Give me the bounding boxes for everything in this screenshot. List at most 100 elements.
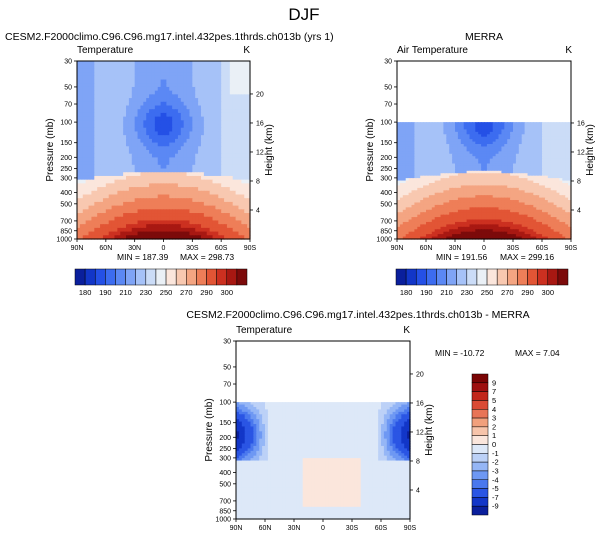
field-cell (559, 139, 563, 143)
field-cell (472, 185, 476, 189)
field-cell (440, 187, 444, 191)
field-cell (79, 68, 84, 73)
field-cell (114, 231, 118, 236)
field-cell (218, 209, 222, 214)
field-cell (247, 190, 251, 196)
field-cell (544, 144, 549, 148)
field-cell (146, 161, 150, 166)
field-cell (82, 64, 87, 70)
field-cell (539, 170, 543, 174)
field-cell (510, 195, 514, 199)
field-cell (163, 61, 167, 66)
field-cell (189, 220, 193, 225)
field-cell (556, 175, 560, 179)
field-cell (218, 142, 222, 147)
field-cell (218, 231, 222, 236)
field-cell (486, 178, 491, 182)
field-cell (218, 190, 222, 196)
field-cell (238, 72, 242, 77)
field-cell (186, 205, 191, 210)
field-cell (146, 94, 150, 99)
field-cell (221, 124, 225, 129)
field-cell (149, 198, 153, 203)
field-cell (186, 146, 191, 151)
field-cell (180, 98, 185, 103)
field-cell (79, 72, 84, 77)
field-cell (481, 195, 485, 199)
field-cell (212, 172, 216, 177)
field-cell (224, 64, 228, 70)
field-cell (232, 124, 237, 129)
field-cell (481, 124, 485, 128)
latitude-tick-label: 60N (99, 245, 112, 252)
field-cell (149, 94, 153, 99)
field-cell (492, 197, 497, 201)
field-cell (547, 136, 552, 140)
field-cell (553, 182, 558, 187)
field-cell (423, 173, 427, 177)
field-cell (428, 156, 433, 160)
field-cell (175, 164, 179, 170)
field-cell (85, 94, 90, 99)
field-cell (247, 224, 251, 229)
field-cell (105, 90, 110, 95)
field-cell (515, 144, 520, 148)
field-cell (180, 131, 185, 136)
field-cell (206, 194, 211, 199)
field-cell (235, 168, 240, 173)
field-cell (154, 127, 159, 133)
field-cell (446, 122, 450, 126)
field-cell (455, 156, 459, 160)
field-cell (134, 150, 139, 155)
field-cell (175, 64, 179, 70)
field-cell (189, 213, 193, 218)
field-cell (399, 170, 404, 174)
field-cell (515, 124, 520, 128)
field-cell (408, 190, 413, 194)
field-cell (128, 142, 133, 147)
field-cell (97, 157, 101, 162)
field-cell (472, 131, 476, 135)
field-cell (562, 136, 566, 140)
field-cell (151, 98, 156, 103)
field-cell (172, 175, 176, 181)
field-cell (149, 183, 153, 188)
field-cell (154, 98, 159, 103)
field-cell (507, 126, 511, 131)
field-cell (108, 175, 113, 181)
field-cell (405, 148, 410, 152)
field-cell (481, 126, 485, 131)
field-cell (455, 144, 459, 148)
field-cell (475, 200, 479, 204)
field-cell (215, 150, 219, 155)
field-cell (515, 165, 520, 169)
field-cell (472, 153, 476, 157)
field-cell (521, 151, 526, 155)
field-cell (397, 204, 401, 208)
field-cell (203, 157, 208, 162)
field-cell (215, 183, 219, 188)
field-cell (226, 194, 231, 199)
field-cell (434, 175, 439, 179)
field-cell (397, 134, 401, 138)
field-cell (501, 202, 505, 206)
field-cell (151, 138, 156, 144)
field-cell (501, 163, 505, 167)
field-cell (149, 209, 153, 214)
field-cell (212, 109, 216, 114)
field-cell (200, 168, 205, 173)
field-cell (209, 142, 214, 147)
field-cell (111, 157, 116, 162)
field-cell (417, 168, 421, 172)
field-cell (530, 175, 534, 179)
field-cell (131, 161, 136, 166)
field-cell (88, 98, 93, 103)
field-cell (420, 156, 424, 160)
field-cell (527, 161, 531, 165)
field-cell (186, 98, 191, 103)
field-cell (235, 187, 240, 192)
field-cell (408, 153, 413, 157)
field-cell (183, 61, 188, 66)
field-cell (408, 146, 413, 150)
field-cell (186, 116, 191, 121)
